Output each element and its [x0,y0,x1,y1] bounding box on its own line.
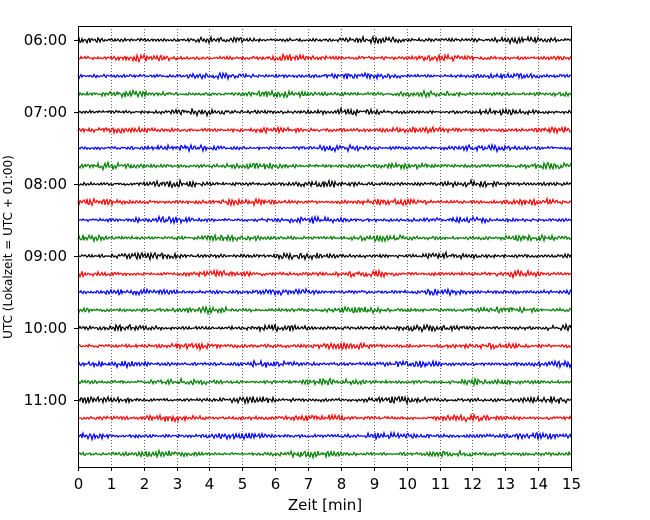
trace-1030 [77,358,572,370]
trace-1115 [77,412,572,424]
x-tick-label: 7 [304,475,314,493]
trace-0945 [77,304,572,317]
x-tick-label: 12 [463,475,482,493]
trace-0745 [77,159,572,172]
x-axis-label: Zeit [min] [288,496,362,514]
trace-1100 [77,394,572,406]
x-tick-label: 5 [238,475,248,493]
x-tick-label: 10 [398,475,417,493]
x-tick-label: 4 [205,475,215,493]
x-tick-label: 6 [271,475,281,493]
trace-0700 [77,106,572,118]
x-tick-label: 14 [529,475,548,493]
x-tick-label: 3 [173,475,183,493]
trace-0630 [77,71,572,82]
trace-0615 [77,52,572,64]
trace-1045 [77,376,572,388]
trace-0730 [77,142,572,154]
x-axis-ticks: 0 1 2 3 4 5 6 7 8 9 10 11 12 13 14 15 [74,467,581,493]
trace-0600 [77,34,572,46]
trace-0645 [77,88,572,100]
x-tick-label: 1 [107,475,117,493]
y-tick-label: 06:00 [24,31,67,49]
trace-0930 [77,286,572,298]
x-tick-label: 13 [496,475,515,493]
trace-0800 [77,177,572,189]
trace-1000 [77,322,572,334]
y-tick-label: 08:00 [24,175,67,193]
y-tick-label: 11:00 [24,391,67,409]
trace-1015 [77,341,572,352]
trace-0815 [77,196,572,208]
trace-0915 [77,268,572,280]
trace-0715 [77,125,572,136]
y-tick-label: 07:00 [24,103,67,121]
trace-1145 [77,448,572,461]
y-tick-label: 10:00 [24,319,67,337]
x-tick-label: 11 [431,475,450,493]
seismic-traces [77,34,572,461]
trace-0845 [77,233,572,244]
x-tick-label: 0 [74,475,84,493]
trace-0900 [77,250,572,262]
y-tick-label: 09:00 [24,247,67,265]
trace-0830 [77,214,572,226]
x-tick-label: 2 [140,475,150,493]
trace-1130 [77,430,572,442]
x-tick-label: 9 [370,475,380,493]
x-tick-label: 8 [337,475,347,493]
x-tick-label: 15 [562,475,581,493]
y-axis-ticks: 06:00 07:00 08:00 09:00 10:00 11:00 [24,31,78,409]
y-axis-label: UTC (Lokalzeit = UTC + 01:00) [1,155,15,339]
plot-frame [78,26,572,468]
